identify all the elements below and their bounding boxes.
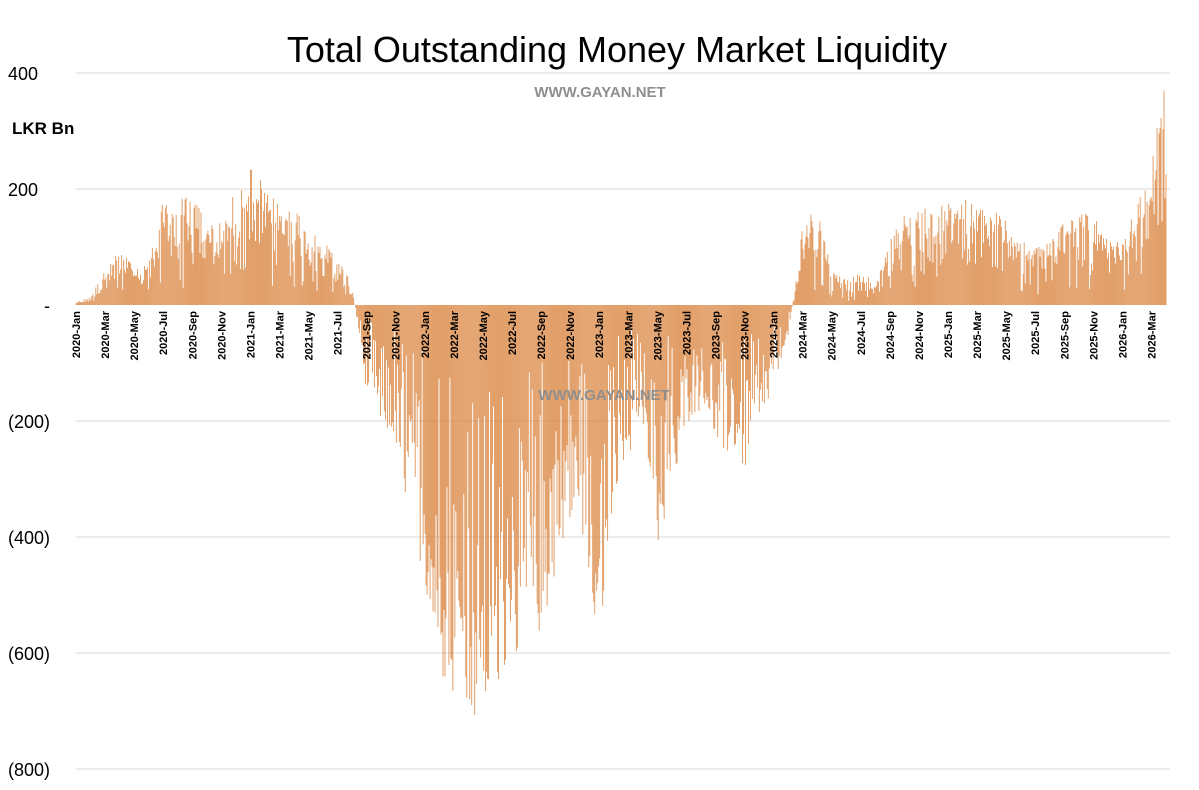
x-tick-label: 2020-Jan — [71, 311, 83, 358]
x-tick-label: 2020-Nov — [216, 310, 228, 360]
x-tick-label: 2020-May — [129, 310, 141, 360]
x-tick-label: 2020-Mar — [100, 310, 112, 358]
y-tick-label: (600) — [8, 644, 50, 664]
x-tick-label: 2021-Jul — [333, 311, 345, 355]
x-tick-label: 2021-Mar — [275, 310, 287, 358]
x-tick-label: 2025-Jan — [943, 311, 955, 358]
x-tick-label: 2021-Sep — [362, 311, 374, 360]
watermark-middle: WWW.GAYAN.NET — [538, 387, 669, 404]
x-tick-label: 2024-Mar — [798, 310, 810, 358]
y-tick-label: (200) — [8, 412, 50, 432]
y-tick-label: (800) — [8, 760, 50, 780]
x-tick-label: 2024-May — [827, 310, 839, 360]
x-tick-label: 2026-Jan — [1117, 311, 1129, 358]
x-tick-label: 2023-Jul — [681, 311, 693, 355]
x-tick-label: 2022-Nov — [565, 310, 577, 360]
x-axis: 2020-Jan 2020-Mar 2020-May 2020-Jul 2020-Sep… — [71, 310, 1159, 360]
x-tick-label: 2020-Jul — [158, 311, 170, 355]
x-tick-label: 2023-May — [652, 310, 664, 360]
x-tick-label: 2024-Jul — [856, 311, 868, 355]
x-tick-label: 2024-Nov — [914, 310, 926, 360]
x-tick-label: 2023-Nov — [740, 310, 752, 360]
chart-title: Total Outstanding Money Market Liquidity — [287, 29, 947, 70]
y-tick-label: (400) — [8, 528, 50, 548]
x-tick-label: 2025-Jul — [1030, 311, 1042, 355]
x-tick-label: 2025-Sep — [1059, 311, 1071, 360]
x-tick-label: 2023-Jan — [594, 311, 606, 358]
x-tick-label: 2023-Sep — [711, 311, 723, 360]
y-tick-label: - — [44, 296, 50, 316]
x-tick-label: 2020-Sep — [187, 311, 199, 360]
x-tick-label: 2026-Mar — [1147, 310, 1159, 358]
y-axis: 400 200 - (200) (400) (600) (800) — [8, 64, 50, 780]
x-tick-label: 2022-May — [478, 310, 490, 360]
x-tick-label: 2025-Nov — [1088, 310, 1100, 360]
y-tick-label: 200 — [8, 180, 38, 200]
watermark-top: WWW.GAYAN.NET — [534, 84, 665, 101]
bar-series — [75, 90, 1167, 716]
x-tick-label: 2024-Sep — [885, 311, 897, 360]
x-tick-label: 2023-Mar — [623, 310, 635, 358]
x-tick-label: 2022-Mar — [449, 310, 461, 358]
x-tick-label: 2022-Sep — [536, 311, 548, 360]
x-tick-label: 2021-Jan — [245, 311, 257, 358]
gridlines — [76, 72, 1170, 770]
y-tick-label: 400 — [8, 64, 38, 84]
x-tick-label: 2024-Jan — [769, 311, 781, 358]
x-tick-label: 2021-May — [304, 310, 316, 360]
x-tick-label: 2022-Jul — [507, 311, 519, 355]
x-tick-label: 2022-Jan — [420, 311, 432, 358]
x-tick-label: 2025-May — [1001, 310, 1013, 360]
x-tick-label: 2021-Nov — [391, 310, 403, 360]
y-axis-label: LKR Bn — [12, 119, 74, 138]
x-tick-label: 2025-Mar — [972, 310, 984, 358]
